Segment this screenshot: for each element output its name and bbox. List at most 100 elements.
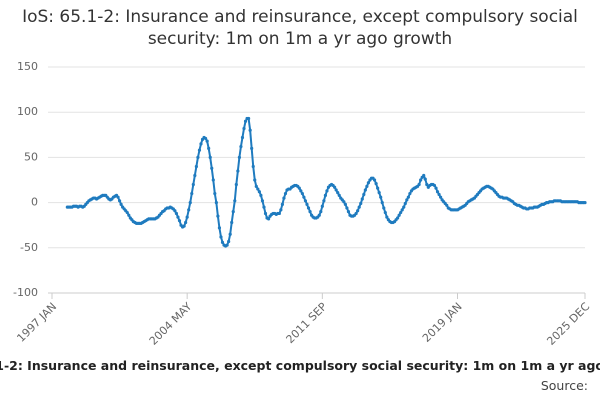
point bbox=[385, 215, 389, 219]
point bbox=[173, 209, 177, 213]
point bbox=[343, 202, 347, 207]
point bbox=[210, 166, 214, 170]
point bbox=[125, 210, 129, 215]
point bbox=[380, 201, 384, 205]
point bbox=[266, 217, 271, 221]
point bbox=[225, 243, 229, 247]
point bbox=[372, 178, 377, 182]
point bbox=[182, 224, 186, 228]
point bbox=[365, 184, 369, 188]
point bbox=[359, 201, 363, 206]
x-tick-label: 1997 JAN bbox=[14, 300, 59, 345]
point bbox=[262, 205, 266, 209]
point bbox=[227, 239, 231, 244]
point bbox=[325, 189, 329, 193]
point bbox=[300, 191, 304, 196]
point bbox=[356, 209, 360, 213]
point bbox=[260, 199, 265, 203]
y-tick-label: 50 bbox=[24, 150, 38, 163]
point bbox=[239, 144, 243, 149]
point bbox=[383, 210, 387, 215]
y-tick-label: -50 bbox=[20, 241, 38, 254]
caption: IoS: 65.1-2: Insurance and reinsurance, … bbox=[0, 358, 600, 373]
y-tick-label: -100 bbox=[13, 286, 38, 299]
point bbox=[219, 235, 223, 239]
point bbox=[334, 188, 338, 192]
point bbox=[213, 191, 217, 196]
point bbox=[194, 164, 198, 169]
point bbox=[214, 201, 218, 205]
y-tick-label: 150 bbox=[17, 60, 38, 73]
point bbox=[207, 146, 211, 150]
point bbox=[345, 206, 349, 210]
point bbox=[117, 199, 122, 203]
point bbox=[360, 197, 364, 201]
point bbox=[322, 199, 326, 203]
point bbox=[208, 155, 212, 159]
point bbox=[280, 202, 285, 207]
point bbox=[337, 193, 341, 197]
point bbox=[308, 210, 312, 214]
point bbox=[205, 139, 209, 143]
y-tick-label: 100 bbox=[17, 105, 38, 118]
point bbox=[263, 211, 268, 216]
point bbox=[299, 189, 303, 193]
point bbox=[116, 195, 120, 199]
point bbox=[305, 202, 309, 207]
point bbox=[230, 220, 234, 225]
point bbox=[257, 190, 261, 194]
point bbox=[376, 186, 380, 190]
point bbox=[228, 232, 232, 236]
y-tick-label: 0 bbox=[31, 196, 38, 209]
point bbox=[445, 203, 449, 207]
point bbox=[403, 201, 407, 206]
point bbox=[435, 190, 440, 194]
point bbox=[234, 182, 238, 187]
point bbox=[204, 136, 208, 141]
point bbox=[254, 184, 258, 188]
point bbox=[319, 210, 323, 214]
point bbox=[583, 201, 587, 205]
point bbox=[197, 148, 202, 152]
point bbox=[237, 155, 241, 159]
point bbox=[439, 195, 443, 199]
point bbox=[323, 193, 328, 197]
point bbox=[174, 211, 179, 216]
point bbox=[437, 192, 441, 197]
chart-title: IoS: 65.1-2: Insurance and reinsurance, … bbox=[22, 7, 578, 49]
point bbox=[374, 182, 378, 186]
point bbox=[187, 208, 191, 212]
point bbox=[406, 195, 410, 199]
point bbox=[302, 195, 306, 199]
x-tick-label: 2011 SEP bbox=[284, 300, 330, 346]
point bbox=[425, 182, 429, 187]
point bbox=[366, 181, 371, 185]
point bbox=[283, 191, 288, 196]
point bbox=[379, 195, 383, 199]
point bbox=[377, 191, 381, 195]
point bbox=[357, 205, 361, 209]
point bbox=[417, 182, 421, 187]
point bbox=[193, 173, 197, 178]
point bbox=[199, 142, 203, 146]
point bbox=[277, 211, 281, 216]
point bbox=[402, 205, 406, 209]
point bbox=[282, 196, 286, 200]
point bbox=[342, 200, 346, 204]
point bbox=[382, 206, 386, 210]
point bbox=[231, 210, 235, 214]
point bbox=[423, 177, 427, 181]
point bbox=[333, 185, 337, 189]
point bbox=[240, 135, 245, 140]
point bbox=[363, 188, 367, 192]
point bbox=[211, 178, 215, 182]
point bbox=[336, 191, 340, 195]
point bbox=[250, 146, 254, 150]
point bbox=[303, 199, 308, 203]
point bbox=[432, 183, 437, 188]
point bbox=[233, 199, 237, 203]
point bbox=[399, 210, 403, 215]
point bbox=[119, 202, 123, 207]
